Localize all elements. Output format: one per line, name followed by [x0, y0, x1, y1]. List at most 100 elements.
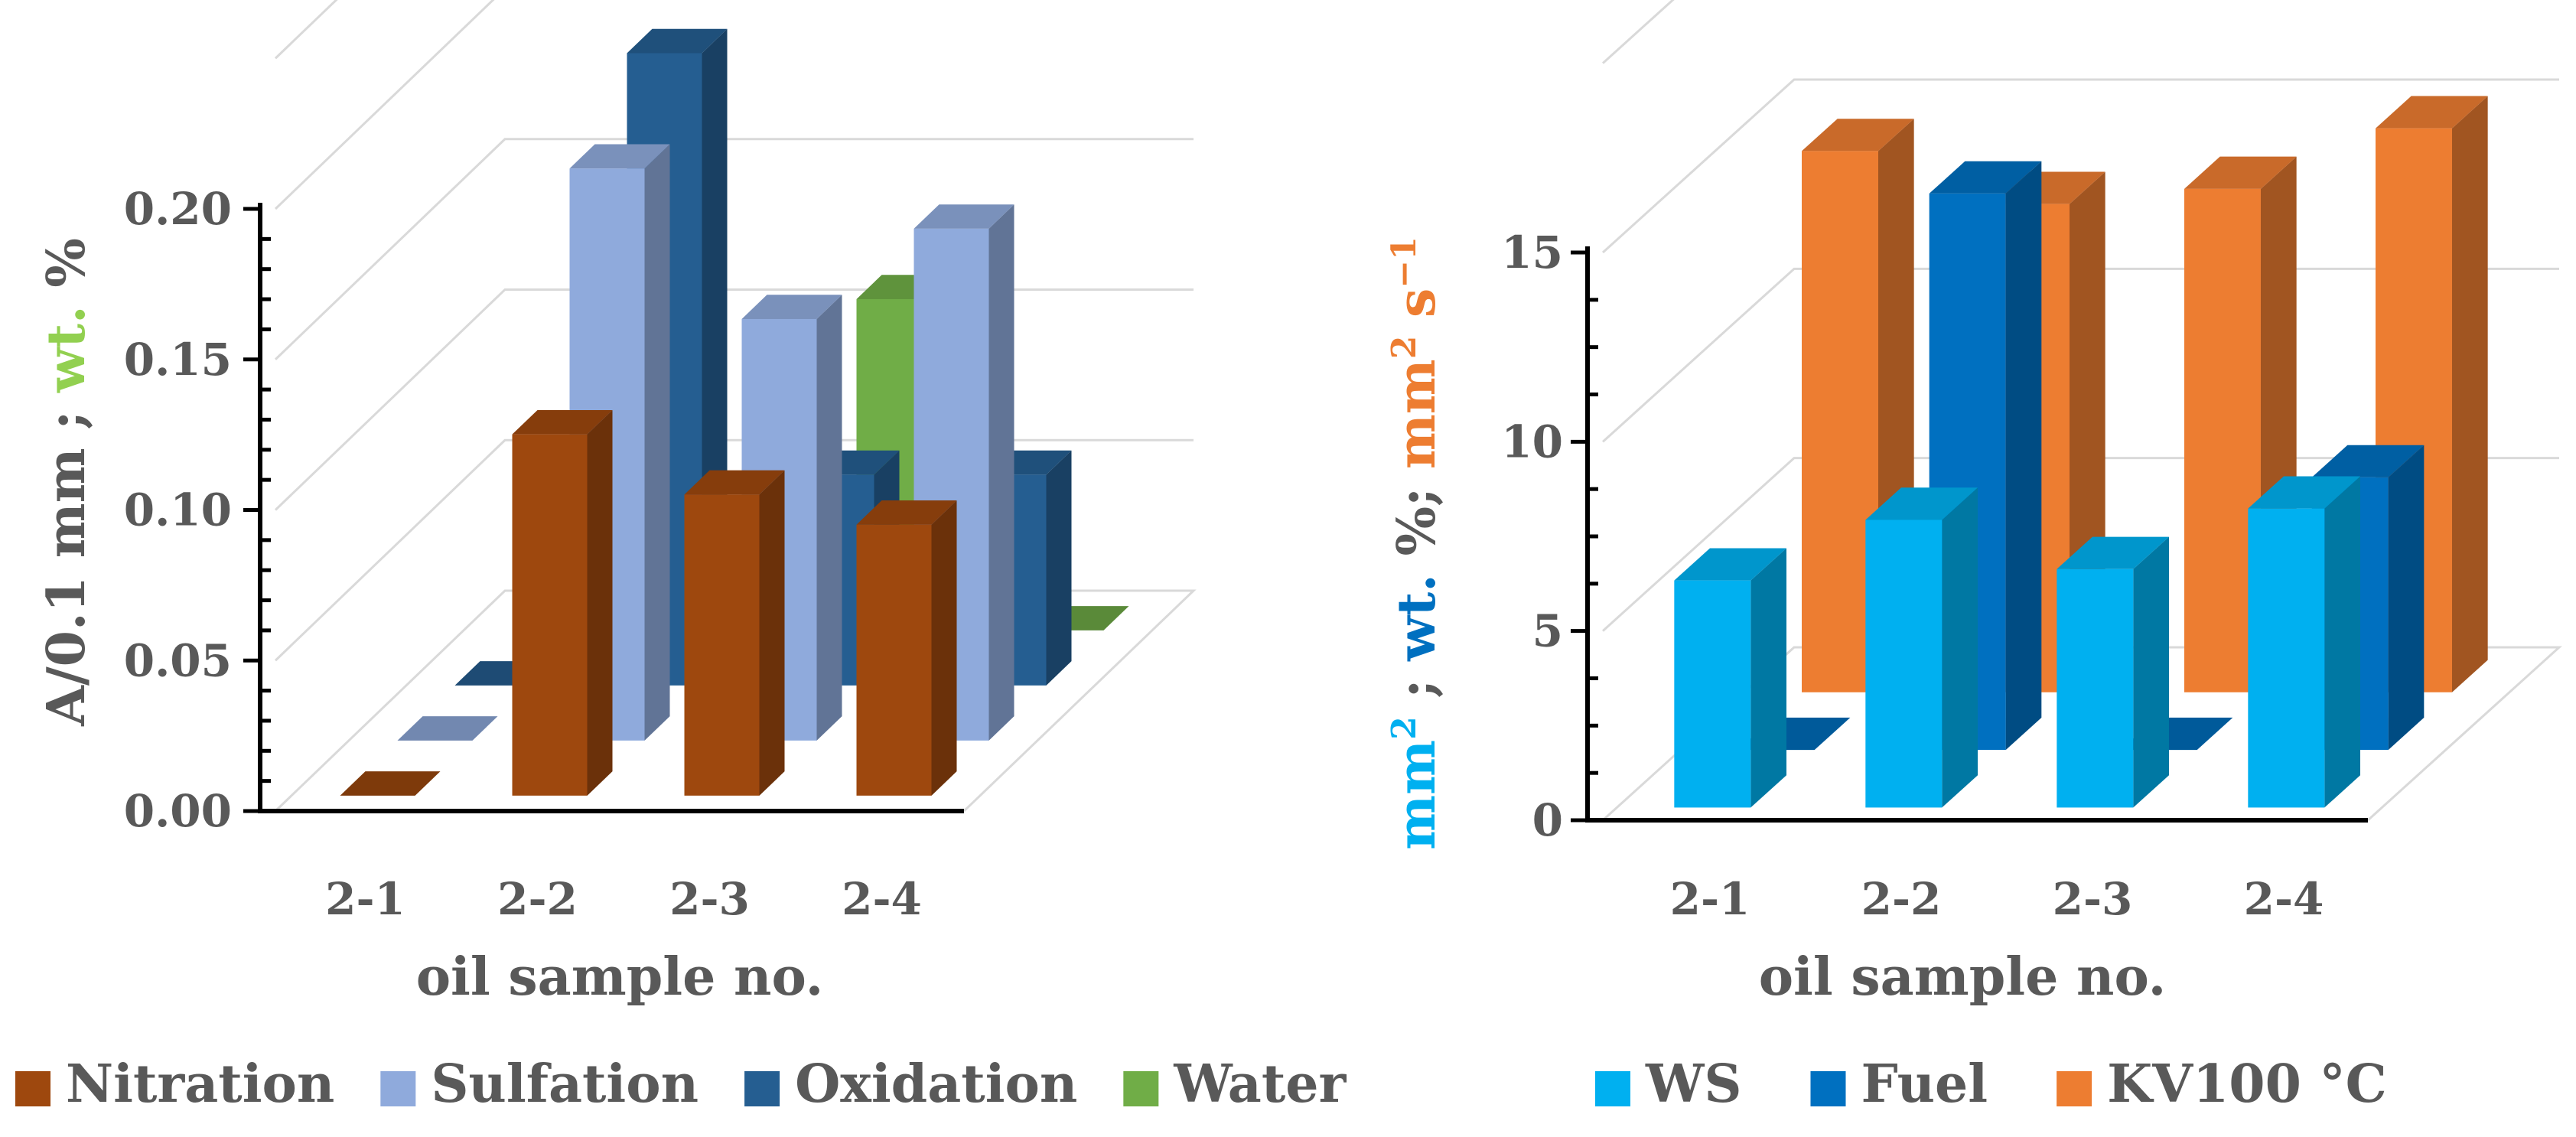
legend-label: Water	[1173, 1054, 1347, 1115]
right-y-axis-title: mm2 ; wt. %; mm2 s−1	[1385, 236, 1448, 850]
right-gridline	[1601, 457, 2559, 632]
right-x-axis-title: oil sample no.	[1759, 946, 2167, 1008]
legend-label: Oxidation	[795, 1054, 1077, 1115]
bar-nitration-2-3	[684, 470, 785, 796]
bar-side	[988, 204, 1014, 741]
left-gridline	[274, 0, 495, 210]
bar-top	[1865, 487, 1978, 520]
bar-top	[512, 409, 613, 435]
left-ytick-label: 0.20	[124, 183, 232, 235]
legend-item-nitration: Nitration	[15, 1054, 334, 1115]
y-axis-title-part: −1	[1385, 236, 1424, 288]
bar-side	[1046, 450, 1072, 686]
right-category-label: 2-2	[1861, 873, 1942, 925]
legend-swatch	[2057, 1071, 2092, 1106]
legend-item-fuel: Fuel	[1810, 1054, 1988, 1115]
legend-item-ws: WS	[1595, 1054, 1741, 1115]
y-axis-title-part: mm	[1386, 359, 1448, 469]
right-gridline	[1601, 267, 2559, 443]
right-ytick-label: 10	[1501, 415, 1563, 468]
bar-front	[1865, 520, 1943, 808]
bar-kv100-c-2-1	[1802, 119, 1914, 692]
left-bars	[340, 28, 1129, 796]
bar-side	[1942, 487, 1978, 808]
bar-front	[1674, 580, 1751, 808]
legend-swatch	[1810, 1071, 1846, 1106]
bar-side	[644, 144, 670, 741]
legend-swatch	[1123, 1071, 1159, 1106]
legend-item-water: Water	[1123, 1054, 1347, 1115]
right-category-label: 2-1	[1670, 873, 1750, 925]
bar-top	[1929, 161, 2042, 194]
legend-item-kv100-c: KV100 °C	[2057, 1054, 2387, 1115]
bar-front	[856, 524, 932, 796]
bar-sulfation-2-1	[397, 716, 498, 741]
bar-ws-2-3	[2057, 536, 2169, 808]
legend-item-oxidation: Oxidation	[744, 1054, 1077, 1115]
bar-side	[816, 295, 842, 741]
bar-nitration-2-4	[856, 500, 957, 796]
legend-label: WS	[1645, 1054, 1741, 1115]
bar-top	[856, 500, 957, 525]
y-axis-title-part: s	[1386, 288, 1448, 336]
bar-top	[741, 295, 842, 319]
left-legend: Nitration Sulfation Oxidation Water	[15, 1054, 1347, 1115]
bar-top	[2311, 445, 2425, 477]
left-ytick-label: 0.00	[124, 785, 232, 837]
y-axis-title-part: 2	[1385, 716, 1424, 740]
bar-side	[587, 409, 613, 796]
y-axis-title-part: 2	[1385, 336, 1424, 360]
left-category-label: 2-3	[669, 873, 750, 925]
bar-nitration-2-1	[340, 771, 441, 796]
legend-swatch	[380, 1071, 416, 1106]
left-ytick-label: 0.05	[124, 634, 232, 686]
left-category-label: 2-1	[325, 873, 405, 925]
left-y-axis-title: A/0.1 mm ; wt. %	[36, 238, 97, 727]
bar-top	[2376, 96, 2488, 129]
bar-front	[2248, 508, 2325, 808]
legend-label: Nitration	[66, 1054, 334, 1115]
legend-swatch	[15, 1071, 50, 1106]
bar-front	[2057, 568, 2134, 808]
bar-ws-2-1	[1674, 548, 1786, 808]
legend-swatch	[744, 1071, 780, 1106]
bar-top	[2057, 536, 2169, 569]
right-legend: WS Fuel KV100 °C	[1595, 1054, 2387, 1115]
bar-side	[2005, 161, 2042, 751]
bar-top	[2248, 476, 2360, 509]
left-category-label: 2-2	[497, 873, 578, 925]
left-axes: 0.00 0.05 0.10 0.15 0.20	[124, 183, 964, 837]
right-axes: 0 5 10 15	[1501, 226, 2368, 846]
right-ytick-label: 15	[1501, 226, 1563, 279]
right-bars	[1674, 96, 2488, 808]
y-axis-title-part: mm	[1386, 740, 1448, 850]
bar-side	[931, 500, 957, 796]
left-ytick-label: 0.10	[124, 484, 232, 536]
bar-top	[684, 470, 785, 495]
left-gridline	[274, 138, 1194, 360]
bar-side	[2133, 536, 2169, 808]
bar-top	[1674, 548, 1786, 581]
bar-side	[2388, 445, 2425, 751]
y-axis-title-part: A/0.1 mm ;	[36, 393, 97, 727]
bar-top	[913, 204, 1014, 229]
bar-top	[1802, 119, 1914, 151]
bar-side	[1750, 548, 1786, 808]
left-ytick-label: 0.15	[124, 334, 232, 386]
legend-label: KV100 °C	[2107, 1054, 2387, 1115]
y-axis-title-part: %	[1386, 507, 1448, 574]
right-gridline	[1601, 0, 1675, 64]
bar-top	[2184, 156, 2297, 189]
bar-top	[627, 28, 728, 54]
right-category-label: 2-3	[2053, 873, 2133, 925]
y-axis-title-part: wt.	[36, 305, 97, 393]
bar-top	[340, 771, 441, 796]
bar-front	[684, 494, 760, 796]
bar-side	[759, 470, 785, 796]
y-axis-title-part: ;	[1386, 661, 1448, 716]
left-chart: 0.00 0.05 0.10 0.15 0.20 2-1 2-2 2-3 2-4 oil samp…	[15, 0, 1347, 1115]
left-gridline	[274, 0, 338, 60]
bar-side	[2324, 476, 2360, 808]
